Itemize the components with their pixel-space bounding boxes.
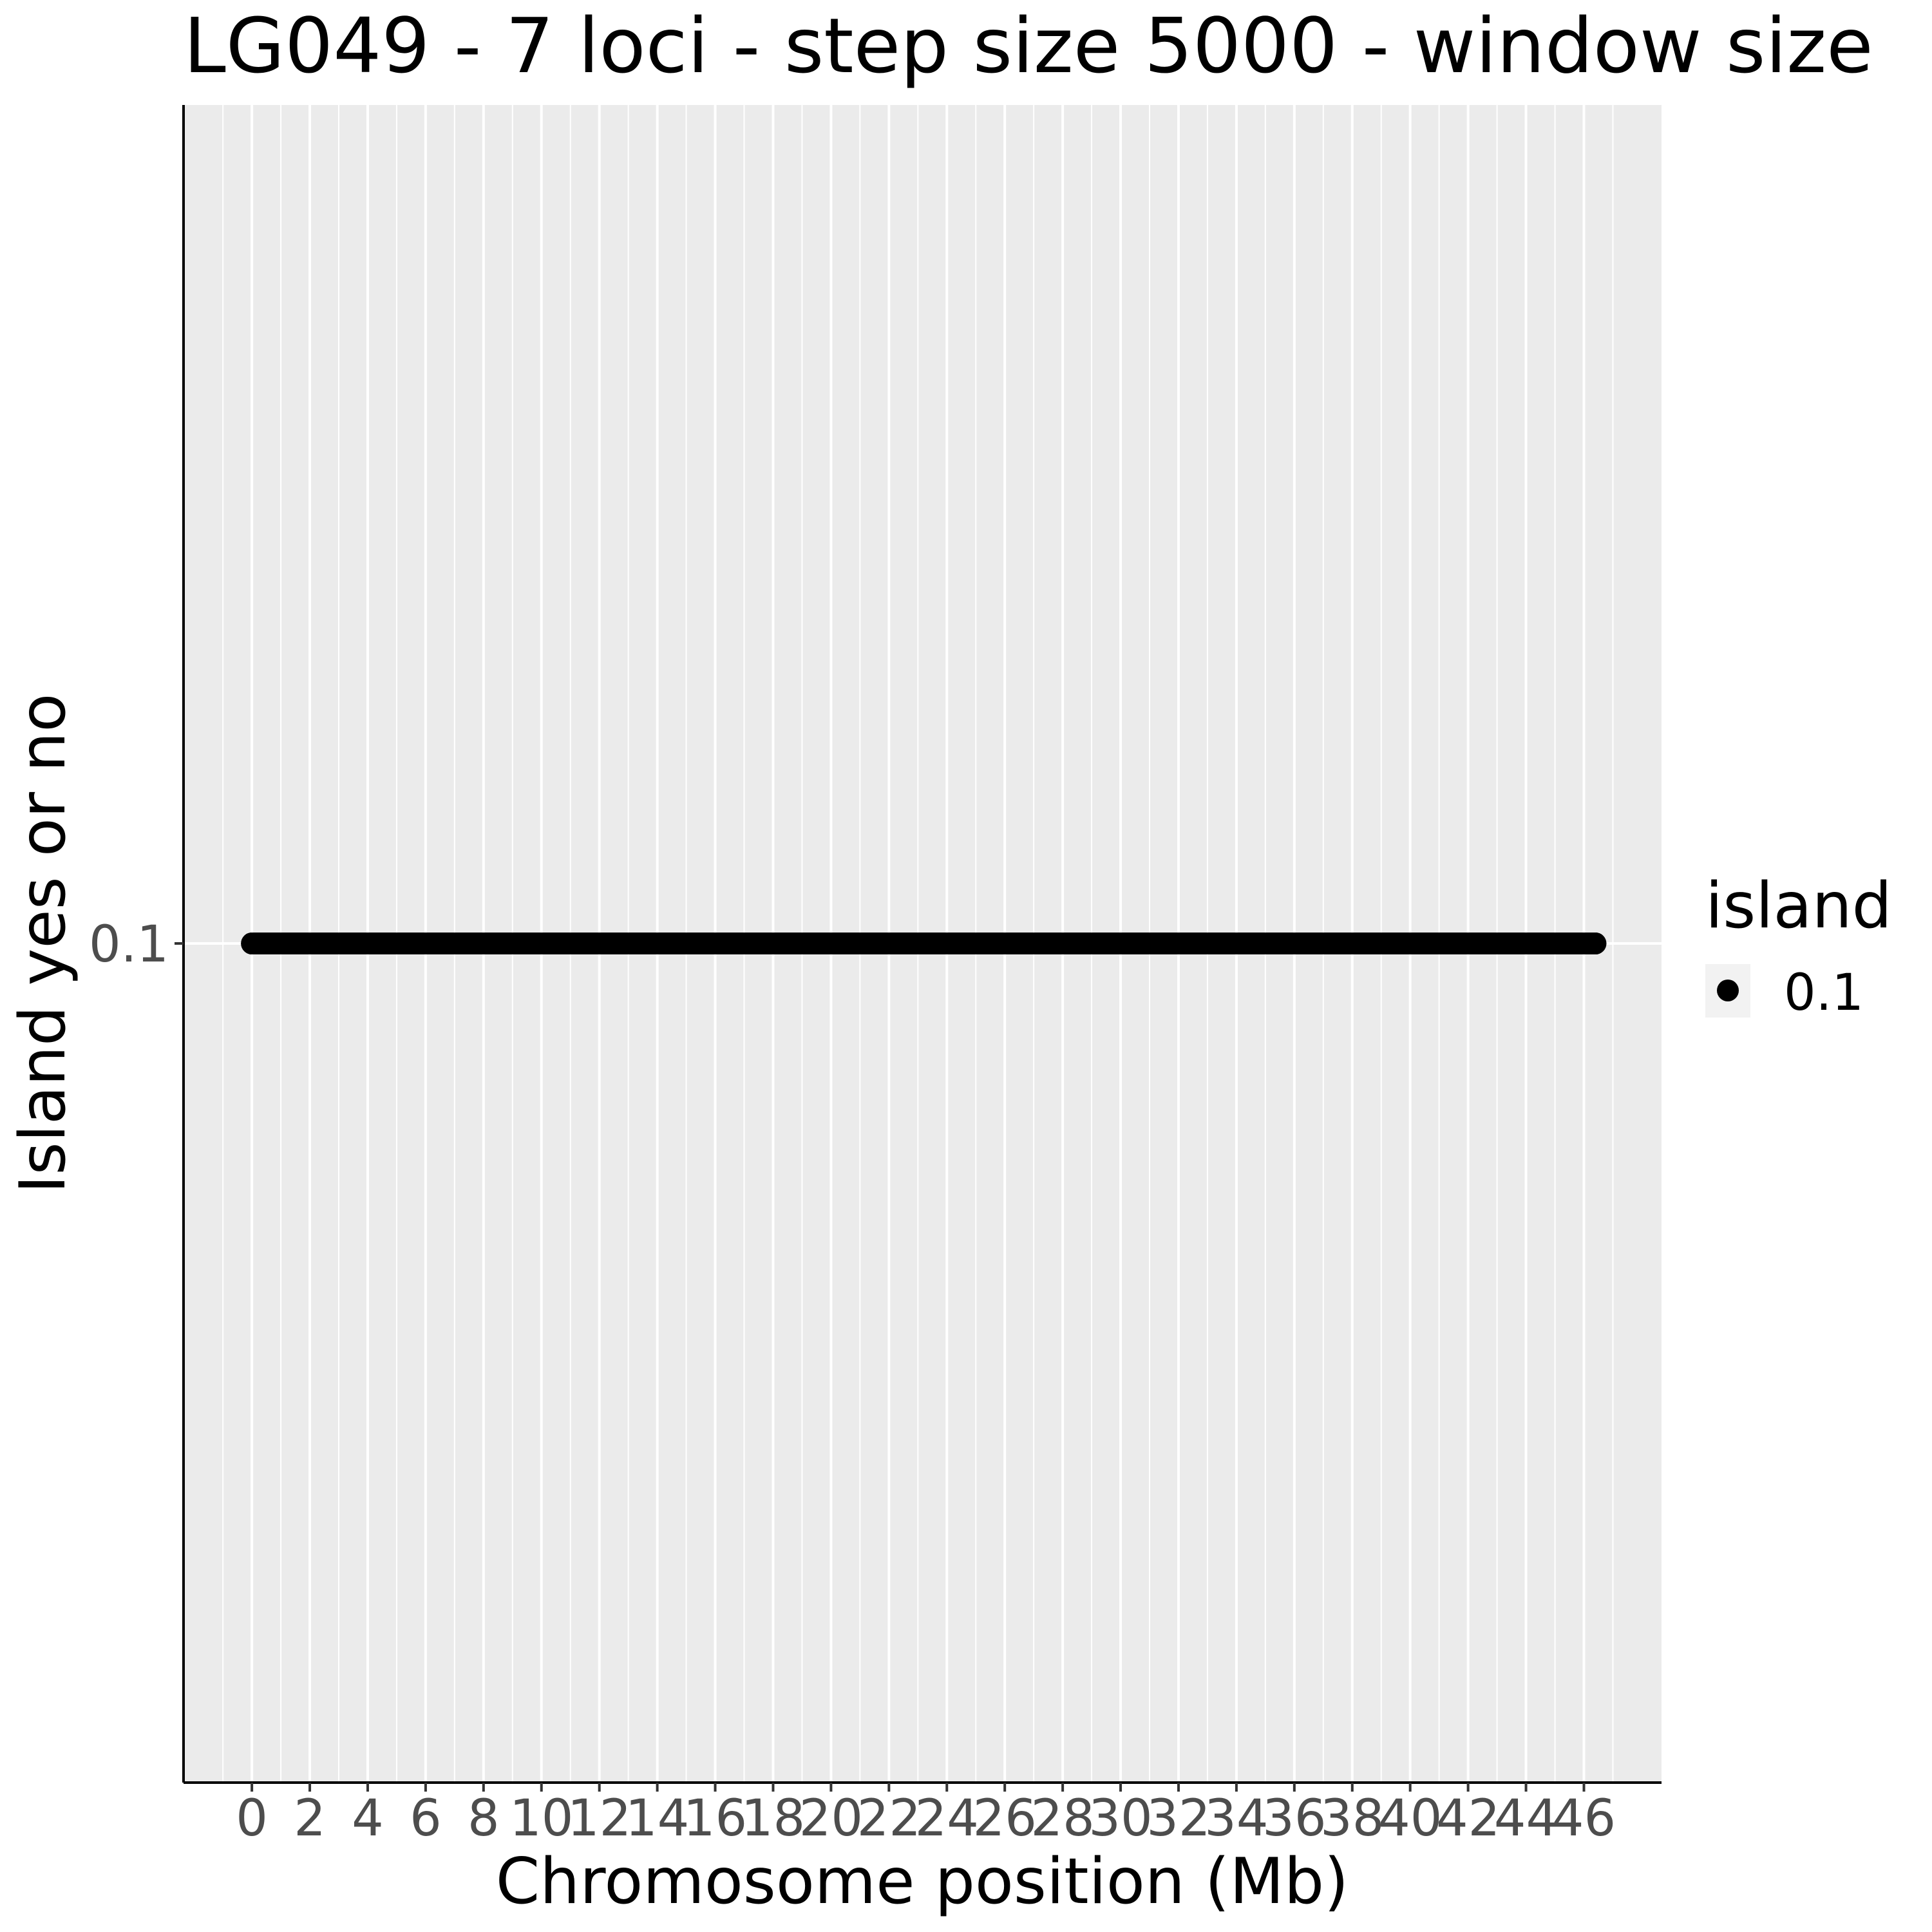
plot-panel: [184, 105, 1662, 1783]
data-points: [241, 933, 1607, 954]
chart-title: LG049 - 7 loci - step size 5000 - window…: [184, 1, 1873, 90]
